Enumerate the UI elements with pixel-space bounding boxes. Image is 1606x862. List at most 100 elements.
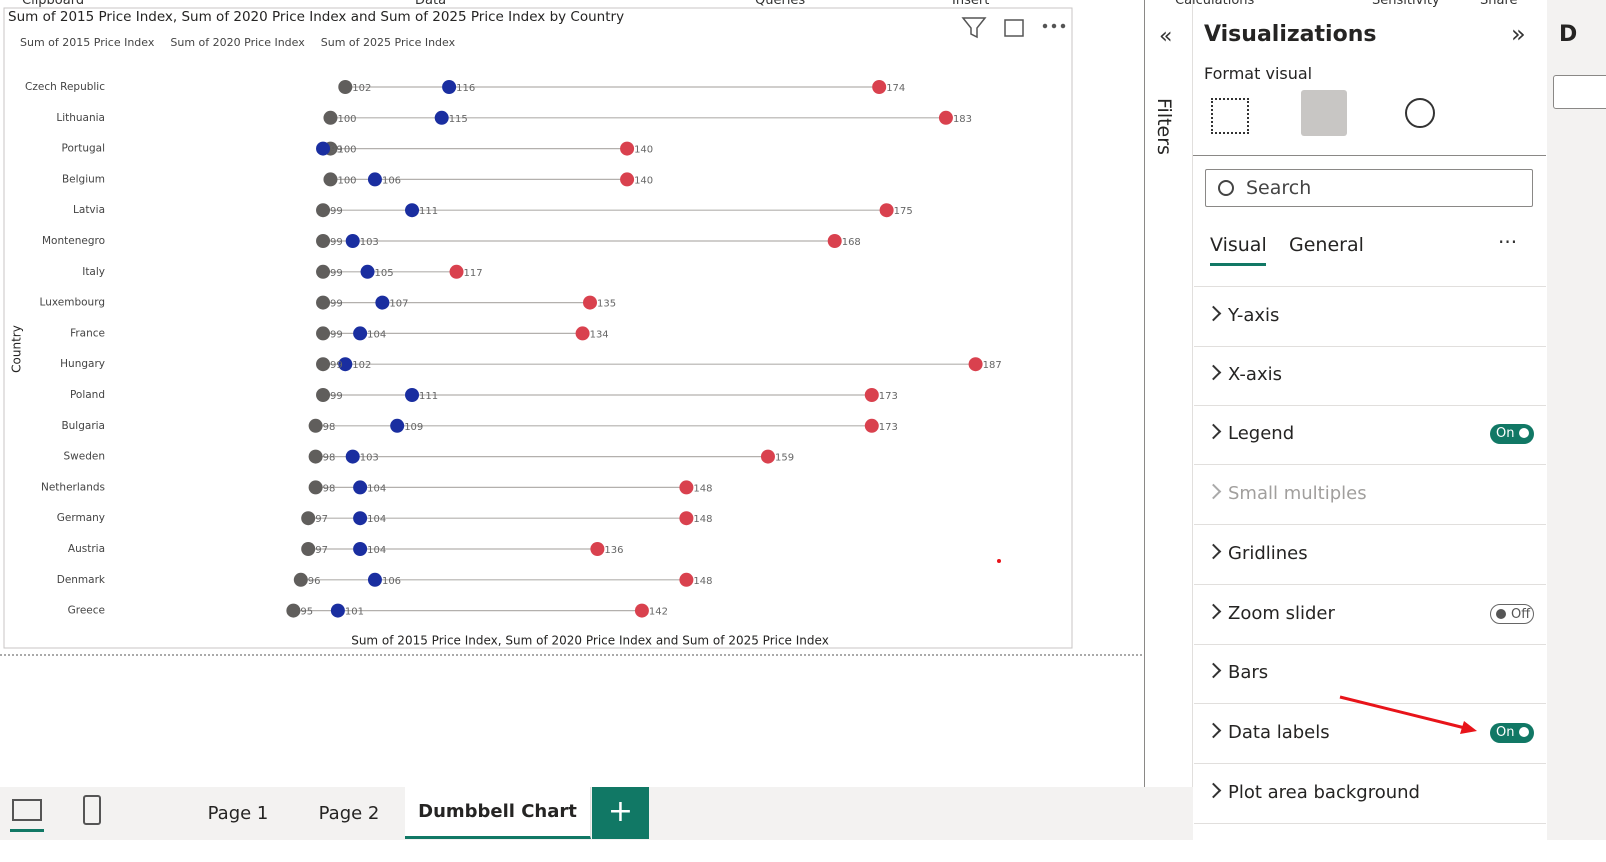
dot [367, 572, 382, 587]
tab-visual[interactable]: Visual [1210, 234, 1267, 256]
chevron [1205, 483, 1222, 500]
dot [353, 542, 368, 556]
y-tick-label: Austria [68, 543, 105, 555]
ribbon-group: Insert [952, 0, 990, 8]
y-tick-label: Germany [57, 512, 105, 524]
section-label: Legend [1228, 423, 1295, 445]
toggle[interactable]: On [1490, 424, 1534, 445]
format-section[interactable]: Legend On [1194, 405, 1546, 466]
dot [449, 264, 464, 279]
dot [323, 110, 338, 125]
ribbon-group: Data [415, 0, 447, 8]
dot [679, 480, 694, 495]
filters-label[interactable]: Filters [1153, 98, 1175, 155]
page-tab[interactable]: Page 1 [183, 787, 294, 839]
data-label: 98 [323, 453, 336, 464]
data-label: 99 [330, 206, 343, 217]
legend-entry: Sum of 2025 Price Index [321, 36, 456, 49]
dot [301, 511, 316, 526]
toggle[interactable]: On [1490, 722, 1534, 743]
toggle[interactable]: Off [1490, 603, 1534, 624]
dot [590, 542, 605, 556]
data-label: 140 [634, 175, 653, 186]
visual-header-icons[interactable] [961, 17, 1066, 39]
data-label: 99 [330, 299, 343, 310]
dot [872, 80, 887, 94]
filters-pane[interactable]: « Filters [1145, 0, 1193, 840]
dot [375, 295, 390, 310]
data-label: 173 [879, 422, 898, 433]
dot [353, 480, 368, 495]
dot [323, 172, 338, 187]
section-label: Zoom slider [1228, 602, 1335, 624]
data-label: 98 [323, 483, 336, 494]
data-label: 105 [375, 268, 394, 279]
data-label: 117 [464, 268, 483, 279]
pane-title: Visualizations [1204, 22, 1377, 47]
data-label: 104 [367, 545, 386, 556]
format-section[interactable]: Y-axis [1194, 286, 1546, 347]
y-tick-label: Czech Republic [25, 81, 105, 93]
data-label: 111 [419, 206, 438, 217]
divider [1144, 0, 1145, 790]
ribbon-group: Share [1480, 0, 1518, 8]
desktop-view[interactable] [12, 799, 42, 821]
format-section[interactable]: Zoom slider Off [1194, 585, 1546, 645]
data-label: 97 [315, 545, 328, 556]
search-placeholder: Search [1246, 177, 1312, 199]
view-underline [10, 829, 44, 832]
format-section[interactable]: Gridlines [1194, 525, 1546, 585]
data-label: 96 [308, 576, 321, 587]
format-icon[interactable] [1301, 90, 1347, 136]
data-label: 173 [879, 391, 898, 402]
data-label: 98 [323, 422, 336, 433]
chevron [1205, 722, 1222, 739]
dot [316, 141, 331, 156]
page-tab[interactable]: Page 2 [293, 787, 406, 839]
dot [864, 388, 879, 402]
dot [316, 388, 331, 402]
dot [308, 480, 323, 495]
format-section[interactable]: X-axis [1194, 346, 1546, 406]
chevron [1205, 364, 1222, 380]
search-box[interactable]: Search [1205, 169, 1533, 207]
more-options[interactable]: ··· [1498, 230, 1518, 254]
ribbon-group: Sensitivity [1372, 0, 1440, 8]
data-label: 106 [382, 175, 401, 186]
data-label: 183 [953, 114, 972, 125]
dot [864, 418, 879, 433]
mobile-view[interactable] [83, 795, 101, 825]
data-label: 99 [330, 145, 343, 156]
dot [316, 326, 331, 341]
data-search[interactable] [1553, 75, 1606, 109]
y-tick-label: Sweden [64, 451, 106, 463]
data-label: 109 [404, 422, 423, 433]
add-page[interactable]: + [592, 787, 649, 839]
data-label: 134 [590, 329, 609, 340]
data-label: 175 [894, 206, 913, 217]
collapse-icon[interactable]: « [1159, 24, 1173, 49]
data-label: 104 [367, 483, 386, 494]
data-label: 97 [315, 514, 328, 525]
format-section[interactable]: Small multiples [1194, 465, 1546, 526]
analytics-icon[interactable] [1405, 98, 1435, 128]
dot [316, 203, 331, 218]
build-icon[interactable] [1211, 98, 1249, 134]
y-tick-label: Greece [68, 605, 105, 617]
page-tab[interactable]: Dumbbell Chart [405, 787, 591, 839]
format-section[interactable]: Plot area background [1194, 764, 1546, 824]
expand-icon[interactable]: » [1511, 20, 1526, 48]
data-label: 148 [693, 576, 712, 587]
tab-general[interactable]: General [1289, 234, 1364, 256]
ribbon-group: Calculations [1175, 0, 1255, 8]
section-label: Data labels [1228, 721, 1330, 743]
data-label: 135 [597, 299, 616, 310]
dot [583, 295, 597, 310]
chevron [1205, 305, 1222, 322]
dot [353, 511, 368, 526]
y-tick-label: Denmark [57, 574, 106, 586]
dot [293, 572, 308, 587]
section-label: X-axis [1228, 363, 1282, 385]
format-section[interactable]: Data labels On [1194, 704, 1546, 764]
